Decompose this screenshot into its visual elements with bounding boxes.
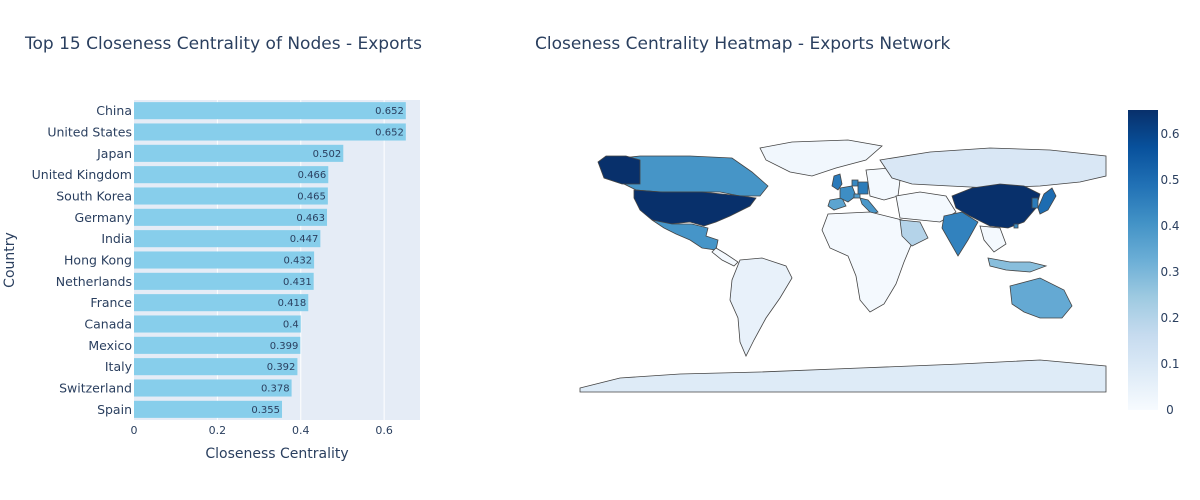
- bar: [134, 144, 344, 162]
- bar-category-label: United Kingdom: [32, 167, 132, 182]
- bar-value-label: 0.4: [283, 320, 299, 331]
- region-antarctica: [579, 359, 1107, 393]
- bar: [134, 208, 328, 226]
- region-greenland: [759, 139, 883, 177]
- bar-value-label: 0.431: [283, 277, 312, 288]
- bar-value-label: 0.378: [261, 384, 290, 395]
- bar: [134, 230, 321, 248]
- region-netherlands: [851, 179, 859, 187]
- bar: [134, 315, 301, 333]
- region-france: [839, 185, 857, 203]
- region-indonesia: [987, 257, 1048, 273]
- bar-x-tick-label: 0.4: [292, 424, 310, 437]
- bar-x-tick-label: 0.2: [209, 424, 227, 437]
- bar-category-label: Mexico: [88, 338, 132, 353]
- bar-value-label: 0.463: [296, 213, 325, 224]
- region-india: [941, 211, 979, 257]
- bar-category-label: Spain: [97, 402, 132, 417]
- bar-value-label: 0.392: [267, 362, 296, 373]
- bar-category-label: France: [90, 295, 132, 310]
- bar-value-label: 0.399: [270, 341, 299, 352]
- bar-value-label: 0.447: [290, 234, 319, 245]
- region-switzerland: [853, 193, 861, 199]
- bar: [134, 358, 298, 376]
- colorbar: [1128, 110, 1158, 410]
- region-japan: [1037, 187, 1057, 215]
- region-southeast-asia: [979, 225, 1007, 253]
- bar: [134, 336, 301, 354]
- region-united-states: [633, 189, 757, 227]
- colorbar-tick-label: 0.3: [1160, 265, 1179, 279]
- bar-category-label: Japan: [96, 146, 132, 161]
- colorbar-tick-label: 0.1: [1160, 357, 1179, 371]
- bar-x-axis-label: Closeness Centrality: [205, 446, 348, 462]
- bar-y-axis-label: Country: [2, 232, 18, 288]
- bar-category-label: Hong Kong: [64, 253, 132, 268]
- region-south-korea: [1031, 197, 1039, 209]
- bar: [134, 166, 329, 184]
- bar: [134, 400, 283, 418]
- region-mexico: [651, 219, 719, 251]
- bar-category-label: Canada: [84, 317, 132, 332]
- colorbar-tick-label: 0.4: [1160, 219, 1179, 233]
- region-china: [951, 183, 1041, 229]
- bar-category-label: Netherlands: [56, 274, 132, 289]
- bar-category-label: United States: [47, 125, 132, 140]
- bar: [134, 294, 309, 312]
- region-hong-kong: [1013, 223, 1019, 229]
- bar-category-label: India: [101, 231, 132, 246]
- region-germany: [857, 181, 869, 195]
- bar: [134, 379, 292, 397]
- map-chart-title: Closeness Centrality Heatmap - Exports N…: [535, 34, 951, 54]
- bar-value-label: 0.466: [298, 170, 327, 181]
- bar-category-label: Germany: [75, 210, 133, 225]
- region-russia: [879, 147, 1107, 189]
- bar-category-label: Italy: [105, 359, 133, 374]
- region-united-states-alaska: [597, 155, 641, 185]
- bar-value-label: 0.418: [278, 298, 307, 309]
- colorbar-tick-label: 0: [1166, 403, 1174, 417]
- bar: [134, 251, 315, 269]
- colorbar-tick-label: 0.2: [1160, 311, 1179, 325]
- region-central-america: [711, 247, 739, 267]
- bar-value-label: 0.355: [251, 405, 280, 416]
- bar-value-label: 0.652: [375, 106, 404, 117]
- bar-x-tick-label: 0: [131, 424, 138, 437]
- colorbar-tick-label: 0.6: [1160, 127, 1179, 141]
- region-brazil: [729, 257, 793, 357]
- bar-value-label: 0.652: [375, 128, 404, 139]
- bar-value-label: 0.432: [283, 256, 312, 267]
- bar-category-label: Switzerland: [59, 381, 132, 396]
- bar-category-label: South Korea: [56, 189, 132, 204]
- bar: [134, 272, 314, 290]
- bar-value-label: 0.465: [297, 192, 326, 203]
- bar-x-tick-label: 0.6: [375, 424, 393, 437]
- region-united-kingdom: [831, 173, 843, 191]
- region-saudi-arabia: [899, 219, 929, 247]
- bar-value-label: 0.502: [313, 149, 342, 160]
- bar-chart-title: Top 15 Closeness Centrality of Nodes - E…: [25, 34, 423, 54]
- region-australia: [1009, 277, 1073, 319]
- colorbar-tick-label: 0.5: [1160, 173, 1179, 187]
- bar: [134, 123, 406, 141]
- bar: [134, 102, 406, 120]
- bar-category-label: China: [96, 103, 132, 118]
- bar: [134, 187, 328, 205]
